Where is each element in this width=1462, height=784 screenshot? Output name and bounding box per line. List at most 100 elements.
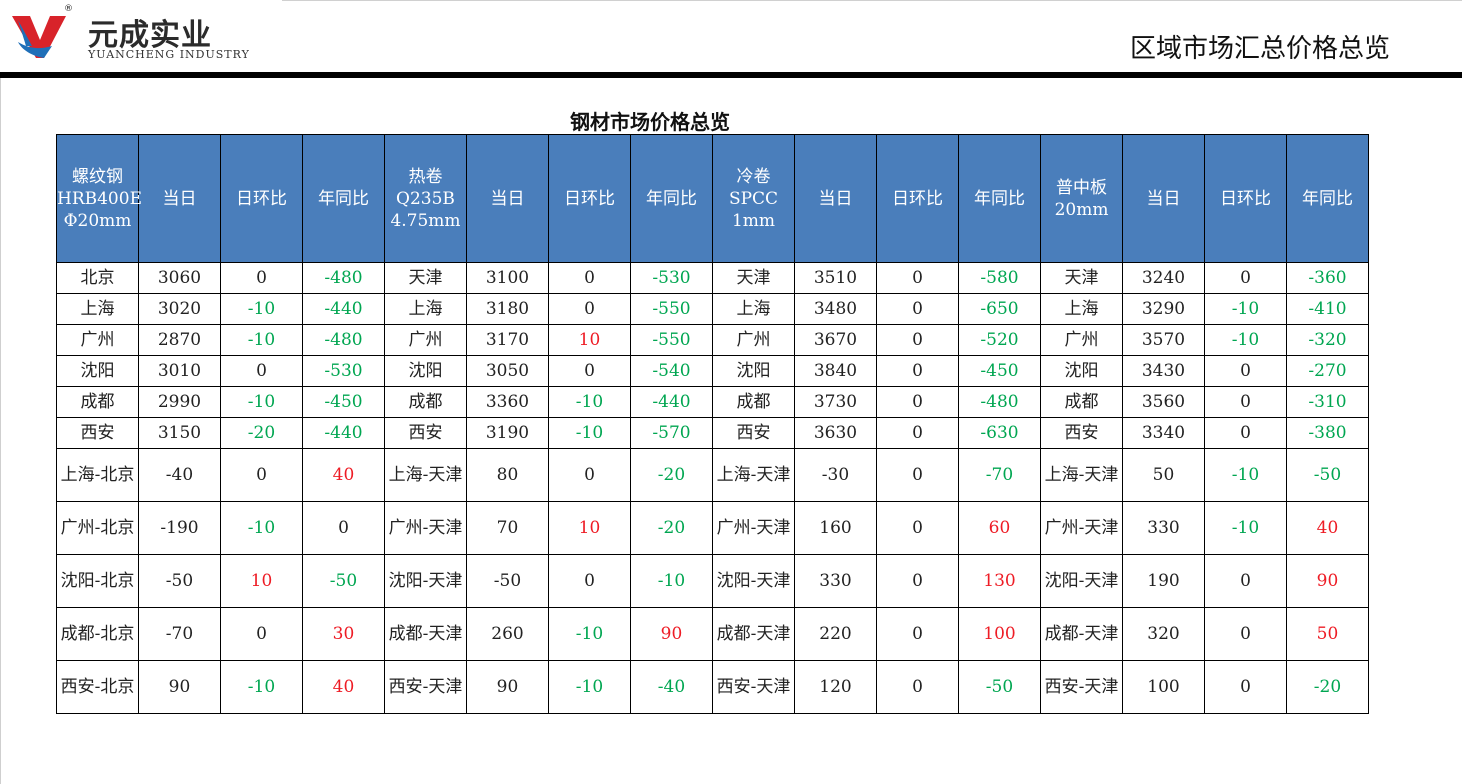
region-cell: 成都 bbox=[384, 386, 467, 418]
price-cell: 3430 bbox=[1122, 355, 1205, 387]
daily-change-cell: 0 bbox=[1204, 554, 1287, 608]
yearly-change-cell: -550 bbox=[630, 293, 713, 325]
yearly-change-cell: -310 bbox=[1286, 386, 1369, 418]
yearly-change-cell: -20 bbox=[630, 448, 713, 502]
price-cell: 2990 bbox=[138, 386, 221, 418]
metric-header: 当日 bbox=[138, 134, 221, 263]
yearly-change-cell: -410 bbox=[1286, 293, 1369, 325]
region-cell: 成都-北京 bbox=[56, 607, 139, 661]
region-cell: 成都 bbox=[712, 386, 795, 418]
yearly-change-cell: -530 bbox=[630, 262, 713, 294]
daily-change-cell: -10 bbox=[220, 501, 303, 555]
daily-change-cell: 0 bbox=[876, 355, 959, 387]
price-cell: 3240 bbox=[1122, 262, 1205, 294]
price-cell: -30 bbox=[794, 448, 877, 502]
yearly-change-cell: -530 bbox=[302, 355, 385, 387]
yearly-change-cell: 40 bbox=[302, 448, 385, 502]
region-cell: 广州-天津 bbox=[384, 501, 467, 555]
region-cell: 上海-天津 bbox=[1040, 448, 1123, 502]
price-table: 螺纹钢 HRB400E Φ20mm 当日 日环比 年同比 热卷 Q235B 4.75mm… bbox=[56, 134, 1369, 714]
metric-header: 当日 bbox=[794, 134, 877, 263]
product-header: 热卷 Q235B 4.75mm bbox=[384, 134, 467, 263]
daily-change-cell: 0 bbox=[548, 554, 631, 608]
daily-change-cell: 0 bbox=[876, 607, 959, 661]
daily-change-cell: 0 bbox=[220, 262, 303, 294]
region-cell: 上海 bbox=[1040, 293, 1123, 325]
daily-change-cell: 10 bbox=[548, 324, 631, 356]
yearly-change-cell: -380 bbox=[1286, 417, 1369, 449]
yearly-change-cell: 30 bbox=[302, 607, 385, 661]
price-cell: -50 bbox=[466, 554, 549, 608]
price-cell: 2870 bbox=[138, 324, 221, 356]
daily-change-cell: -10 bbox=[220, 293, 303, 325]
product-header: 螺纹钢 HRB400E Φ20mm bbox=[56, 134, 142, 263]
region-cell: 广州-北京 bbox=[56, 501, 139, 555]
daily-change-cell: 0 bbox=[876, 554, 959, 608]
yearly-change-cell: -440 bbox=[302, 417, 385, 449]
yearly-change-cell: -20 bbox=[630, 501, 713, 555]
daily-change-cell: 10 bbox=[548, 501, 631, 555]
metric-header: 当日 bbox=[466, 134, 549, 263]
region-cell: 广州 bbox=[712, 324, 795, 356]
region-cell: 北京 bbox=[56, 262, 139, 294]
yearly-change-cell: -550 bbox=[630, 324, 713, 356]
region-cell: 西安-天津 bbox=[1040, 660, 1123, 714]
yearly-change-cell: 100 bbox=[958, 607, 1041, 661]
daily-change-cell: 0 bbox=[876, 262, 959, 294]
region-cell: 天津 bbox=[384, 262, 467, 294]
price-cell: 3020 bbox=[138, 293, 221, 325]
table-header-row: 螺纹钢 HRB400E Φ20mm 当日 日环比 年同比 热卷 Q235B 4.75mm… bbox=[56, 134, 1369, 263]
region-cell: 成都-天津 bbox=[384, 607, 467, 661]
yearly-change-cell: -580 bbox=[958, 262, 1041, 294]
price-cell: 3180 bbox=[466, 293, 549, 325]
daily-change-cell: 0 bbox=[876, 501, 959, 555]
yearly-change-cell: -70 bbox=[958, 448, 1041, 502]
region-cell: 广州-天津 bbox=[1040, 501, 1123, 555]
daily-change-cell: 0 bbox=[1204, 607, 1287, 661]
daily-change-cell: -10 bbox=[1204, 501, 1287, 555]
yearly-change-cell: -320 bbox=[1286, 324, 1369, 356]
region-cell: 广州 bbox=[384, 324, 467, 356]
metric-header: 年同比 bbox=[1286, 134, 1369, 263]
metric-header: 当日 bbox=[1122, 134, 1205, 263]
daily-change-cell: -10 bbox=[548, 417, 631, 449]
region-cell: 成都-天津 bbox=[1040, 607, 1123, 661]
price-cell: 3730 bbox=[794, 386, 877, 418]
daily-change-cell: 0 bbox=[548, 262, 631, 294]
price-cell: 3290 bbox=[1122, 293, 1205, 325]
registered-mark: ® bbox=[64, 4, 73, 14]
price-cell: 50 bbox=[1122, 448, 1205, 502]
daily-change-cell: 0 bbox=[220, 355, 303, 387]
price-cell: 220 bbox=[794, 607, 877, 661]
region-cell: 沈阳 bbox=[712, 355, 795, 387]
daily-change-cell: 0 bbox=[1204, 386, 1287, 418]
daily-change-cell: 0 bbox=[1204, 417, 1287, 449]
metric-header: 年同比 bbox=[302, 134, 385, 263]
price-cell: 160 bbox=[794, 501, 877, 555]
product-header: 普中板 20mm bbox=[1040, 134, 1123, 263]
yearly-change-cell: -40 bbox=[630, 660, 713, 714]
daily-change-cell: -10 bbox=[220, 324, 303, 356]
price-cell: 330 bbox=[1122, 501, 1205, 555]
yearly-change-cell: -480 bbox=[302, 262, 385, 294]
daily-change-cell: 0 bbox=[220, 607, 303, 661]
yearly-change-cell: -440 bbox=[302, 293, 385, 325]
price-cell: 90 bbox=[466, 660, 549, 714]
price-cell: 3570 bbox=[1122, 324, 1205, 356]
logo-chinese-name: 元成实业 bbox=[88, 18, 212, 53]
logo-english-name: YUANCHENG INDUSTRY bbox=[88, 48, 250, 61]
price-cell: 3150 bbox=[138, 417, 221, 449]
price-cell: 90 bbox=[138, 660, 221, 714]
region-cell: 广州 bbox=[56, 324, 139, 356]
price-cell: -40 bbox=[138, 448, 221, 502]
yearly-change-cell: -450 bbox=[958, 355, 1041, 387]
table-row: 沈阳 3010 0 -530 沈阳 3050 0 -540 沈阳 3840 0 -450 沈阳 3430 0… bbox=[56, 355, 1369, 387]
yearly-change-cell: -50 bbox=[302, 554, 385, 608]
region-cell: 成都 bbox=[1040, 386, 1123, 418]
yearly-change-cell: -50 bbox=[1286, 448, 1369, 502]
price-cell: -190 bbox=[138, 501, 221, 555]
region-cell: 西安-天津 bbox=[384, 660, 467, 714]
yearly-change-cell: 0 bbox=[302, 501, 385, 555]
region-cell: 天津 bbox=[712, 262, 795, 294]
price-cell: 3670 bbox=[794, 324, 877, 356]
